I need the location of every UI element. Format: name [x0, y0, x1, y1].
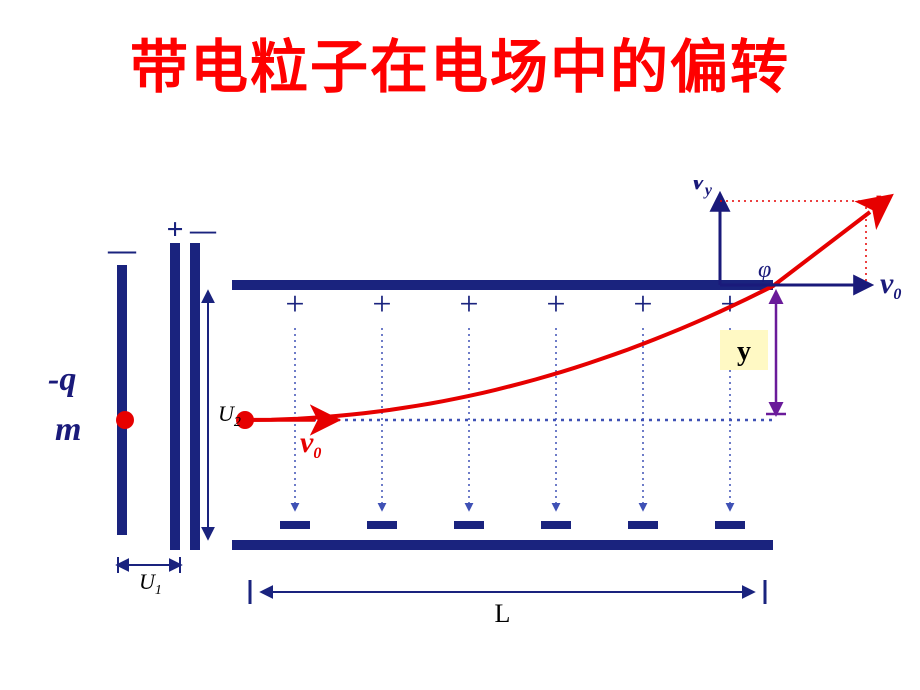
length-label: L — [495, 599, 511, 628]
v0-label-exit: v0 — [880, 267, 901, 303]
minus-charge-icon — [280, 521, 310, 529]
y-label: y — [737, 336, 751, 367]
minus-charge-icon — [715, 521, 745, 529]
minus-charge-icon — [541, 521, 571, 529]
diagram-svg: —+—++++++v0vyvv0φy-qmU2U1L — [0, 180, 920, 660]
plus-charge-icon: + — [633, 286, 652, 323]
u2-label: U2 — [218, 401, 241, 430]
plus-charge-icon: + — [459, 286, 478, 323]
minus-charge-icon — [454, 521, 484, 529]
plus-charge-icon: + — [546, 286, 565, 323]
plus-charge-icon: + — [372, 286, 391, 323]
charge-label: -q — [48, 361, 76, 398]
minus-sign-accel-left: — — [107, 235, 137, 266]
mass-label: m — [55, 411, 81, 448]
page-title: 带电粒子在电场中的偏转 — [0, 20, 920, 104]
minus-charge-icon — [367, 521, 397, 529]
plus-charge-icon: + — [285, 286, 304, 323]
v-label: v — [876, 181, 891, 217]
minus-charge-icon — [628, 521, 658, 529]
vy-label: vy — [692, 180, 713, 199]
phi-label: φ — [758, 257, 771, 283]
physics-diagram: —+—++++++v0vyvv0φy-qmU2U1L — [0, 180, 920, 660]
v0-label-entry: v0 — [300, 426, 321, 462]
minus-sign-accel-right: — — [189, 216, 217, 245]
particle-source — [116, 411, 134, 429]
u1-label: U1 — [139, 569, 162, 598]
plus-sign-accel: + — [166, 213, 183, 246]
